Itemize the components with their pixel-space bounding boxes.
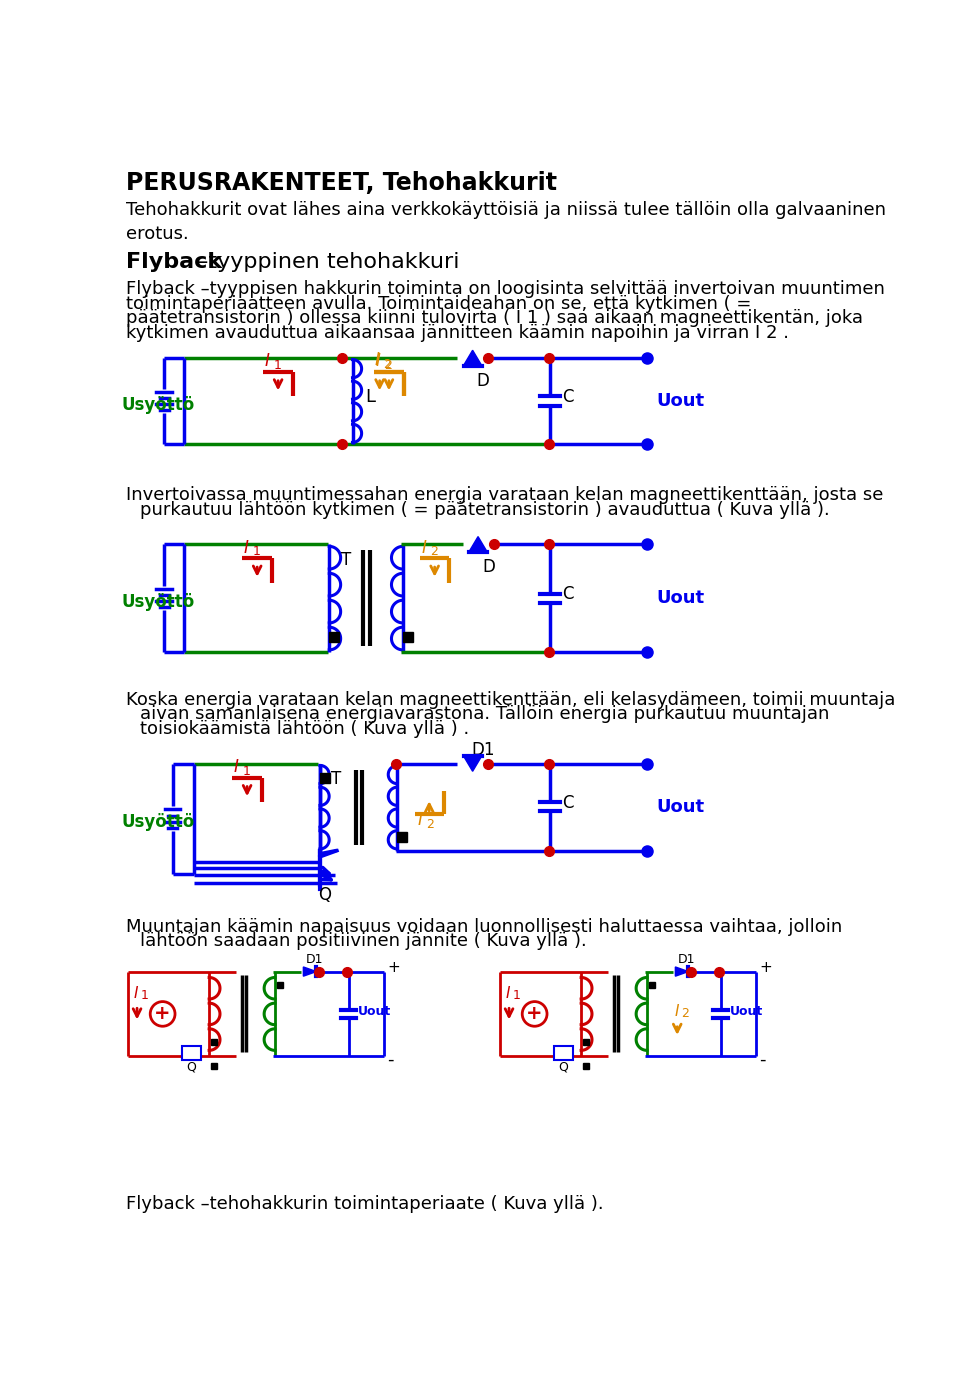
Text: C: C bbox=[563, 388, 574, 406]
Text: toimintaperiaatteen avulla. Toimintaideahan on se, että kytkimen ( =: toimintaperiaatteen avulla. Toimintaidea… bbox=[126, 295, 752, 313]
Text: PERUSRAKENTEET, Tehohakkurit: PERUSRAKENTEET, Tehohakkurit bbox=[126, 171, 557, 195]
Text: Uout: Uout bbox=[730, 1006, 763, 1018]
Text: 2: 2 bbox=[430, 545, 438, 558]
Text: I: I bbox=[134, 986, 138, 1002]
Text: D1: D1 bbox=[306, 953, 324, 965]
Text: aivan samanlaisena energiavarastona. Tällöin energia purkautuu muuntajan: aivan samanlaisena energiavarastona. Täl… bbox=[140, 705, 829, 723]
Polygon shape bbox=[469, 537, 487, 552]
Text: Uout: Uout bbox=[657, 798, 705, 815]
Text: Flyback –tyyppisen hakkurin toiminta on loogisinta selvittää invertoivan muuntim: Flyback –tyyppisen hakkurin toiminta on … bbox=[126, 280, 885, 298]
Text: Koska energia varataan kelan magneettikenttään, eli kelasydämeen, toimii muuntaj: Koska energia varataan kelan magneettike… bbox=[126, 690, 896, 708]
Text: Usyöttö: Usyöttö bbox=[122, 593, 195, 611]
Text: Uout: Uout bbox=[657, 392, 705, 410]
Text: 2: 2 bbox=[426, 818, 434, 830]
Text: +: + bbox=[526, 1004, 542, 1024]
Bar bbox=[554, 1046, 572, 1060]
Text: I: I bbox=[375, 352, 380, 370]
Text: 1: 1 bbox=[141, 989, 149, 1002]
Text: lähtöön saadaan positiivinen jännite ( Kuva yllä ).: lähtöön saadaan positiivinen jännite ( K… bbox=[140, 932, 587, 950]
Text: purkautuu lähtöön kytkimen ( = päätetransistorin ) avauduttua ( Kuva yllä ).: purkautuu lähtöön kytkimen ( = päätetran… bbox=[140, 501, 829, 519]
Text: Tehohakkurit ovat lähes aina verkkokäyttöisiä ja niissä tulee tällöin olla galva: Tehohakkurit ovat lähes aina verkkokäytt… bbox=[126, 200, 886, 243]
Text: toisiokäämistä lähtöön ( Kuva yllä ) .: toisiokäämistä lähtöön ( Kuva yllä ) . bbox=[140, 719, 469, 737]
Text: 1: 1 bbox=[274, 359, 281, 371]
Text: +: + bbox=[388, 960, 400, 975]
Text: D: D bbox=[476, 371, 490, 389]
Text: I: I bbox=[506, 986, 511, 1002]
Text: I: I bbox=[421, 538, 426, 556]
Polygon shape bbox=[464, 351, 482, 366]
Text: Q: Q bbox=[559, 1060, 568, 1074]
Text: I: I bbox=[265, 352, 270, 370]
Text: 1: 1 bbox=[243, 765, 251, 778]
Text: T: T bbox=[341, 551, 351, 569]
Text: –tyyppinen tehohakkuri: –tyyppinen tehohakkuri bbox=[190, 252, 459, 271]
Text: -: - bbox=[759, 1052, 766, 1070]
Text: I: I bbox=[244, 538, 249, 556]
Text: Usyöttö: Usyöttö bbox=[122, 396, 195, 415]
Text: -: - bbox=[388, 1052, 394, 1070]
Text: Q: Q bbox=[186, 1060, 197, 1074]
Text: Flyback: Flyback bbox=[126, 252, 223, 271]
Text: Uout: Uout bbox=[657, 590, 705, 606]
Bar bbox=[182, 1046, 201, 1060]
Text: Invertoivassa muuntimessahan energia varataan kelan magneettikenttään, josta se: Invertoivassa muuntimessahan energia var… bbox=[126, 487, 883, 505]
Text: kytkimen avauduttua aikaansaa jännitteen käämin napoihin ja virran I 2 .: kytkimen avauduttua aikaansaa jännitteen… bbox=[126, 324, 789, 342]
Text: Q: Q bbox=[319, 886, 331, 904]
Text: I: I bbox=[418, 811, 422, 829]
Text: 2: 2 bbox=[681, 1007, 689, 1020]
Text: 2: 2 bbox=[383, 357, 392, 371]
Polygon shape bbox=[464, 757, 482, 771]
Text: T: T bbox=[331, 771, 341, 789]
Text: I: I bbox=[674, 1004, 679, 1020]
Text: 1: 1 bbox=[513, 989, 520, 1002]
Text: Usyöttö: Usyöttö bbox=[122, 814, 195, 832]
Text: +: + bbox=[155, 1004, 171, 1024]
Text: C: C bbox=[563, 586, 574, 604]
Text: Flyback –tehohakkurin toimintaperiaate ( Kuva yllä ).: Flyback –tehohakkurin toimintaperiaate (… bbox=[126, 1195, 604, 1213]
Text: 1: 1 bbox=[252, 545, 260, 558]
Text: +: + bbox=[759, 960, 772, 975]
Polygon shape bbox=[303, 967, 317, 976]
Text: päätetransistorin ) ollessa kiinni tulovirta ( I 1 ) saa aikaan magneettikentän,: päätetransistorin ) ollessa kiinni tulov… bbox=[126, 309, 863, 327]
Text: I: I bbox=[234, 758, 239, 776]
Text: D: D bbox=[482, 558, 494, 576]
Text: Muuntajan käämin napaisuus voidaan luonnollisesti haluttaessa vaihtaa, jolloin: Muuntajan käämin napaisuus voidaan luonn… bbox=[126, 918, 843, 936]
Text: 2: 2 bbox=[384, 359, 392, 371]
Text: L: L bbox=[365, 388, 375, 406]
Polygon shape bbox=[676, 967, 688, 976]
Text: I: I bbox=[375, 352, 380, 370]
Text: C: C bbox=[563, 794, 574, 812]
Text: D1: D1 bbox=[678, 953, 695, 965]
Text: Uout: Uout bbox=[358, 1006, 391, 1018]
Text: D1: D1 bbox=[471, 741, 494, 759]
